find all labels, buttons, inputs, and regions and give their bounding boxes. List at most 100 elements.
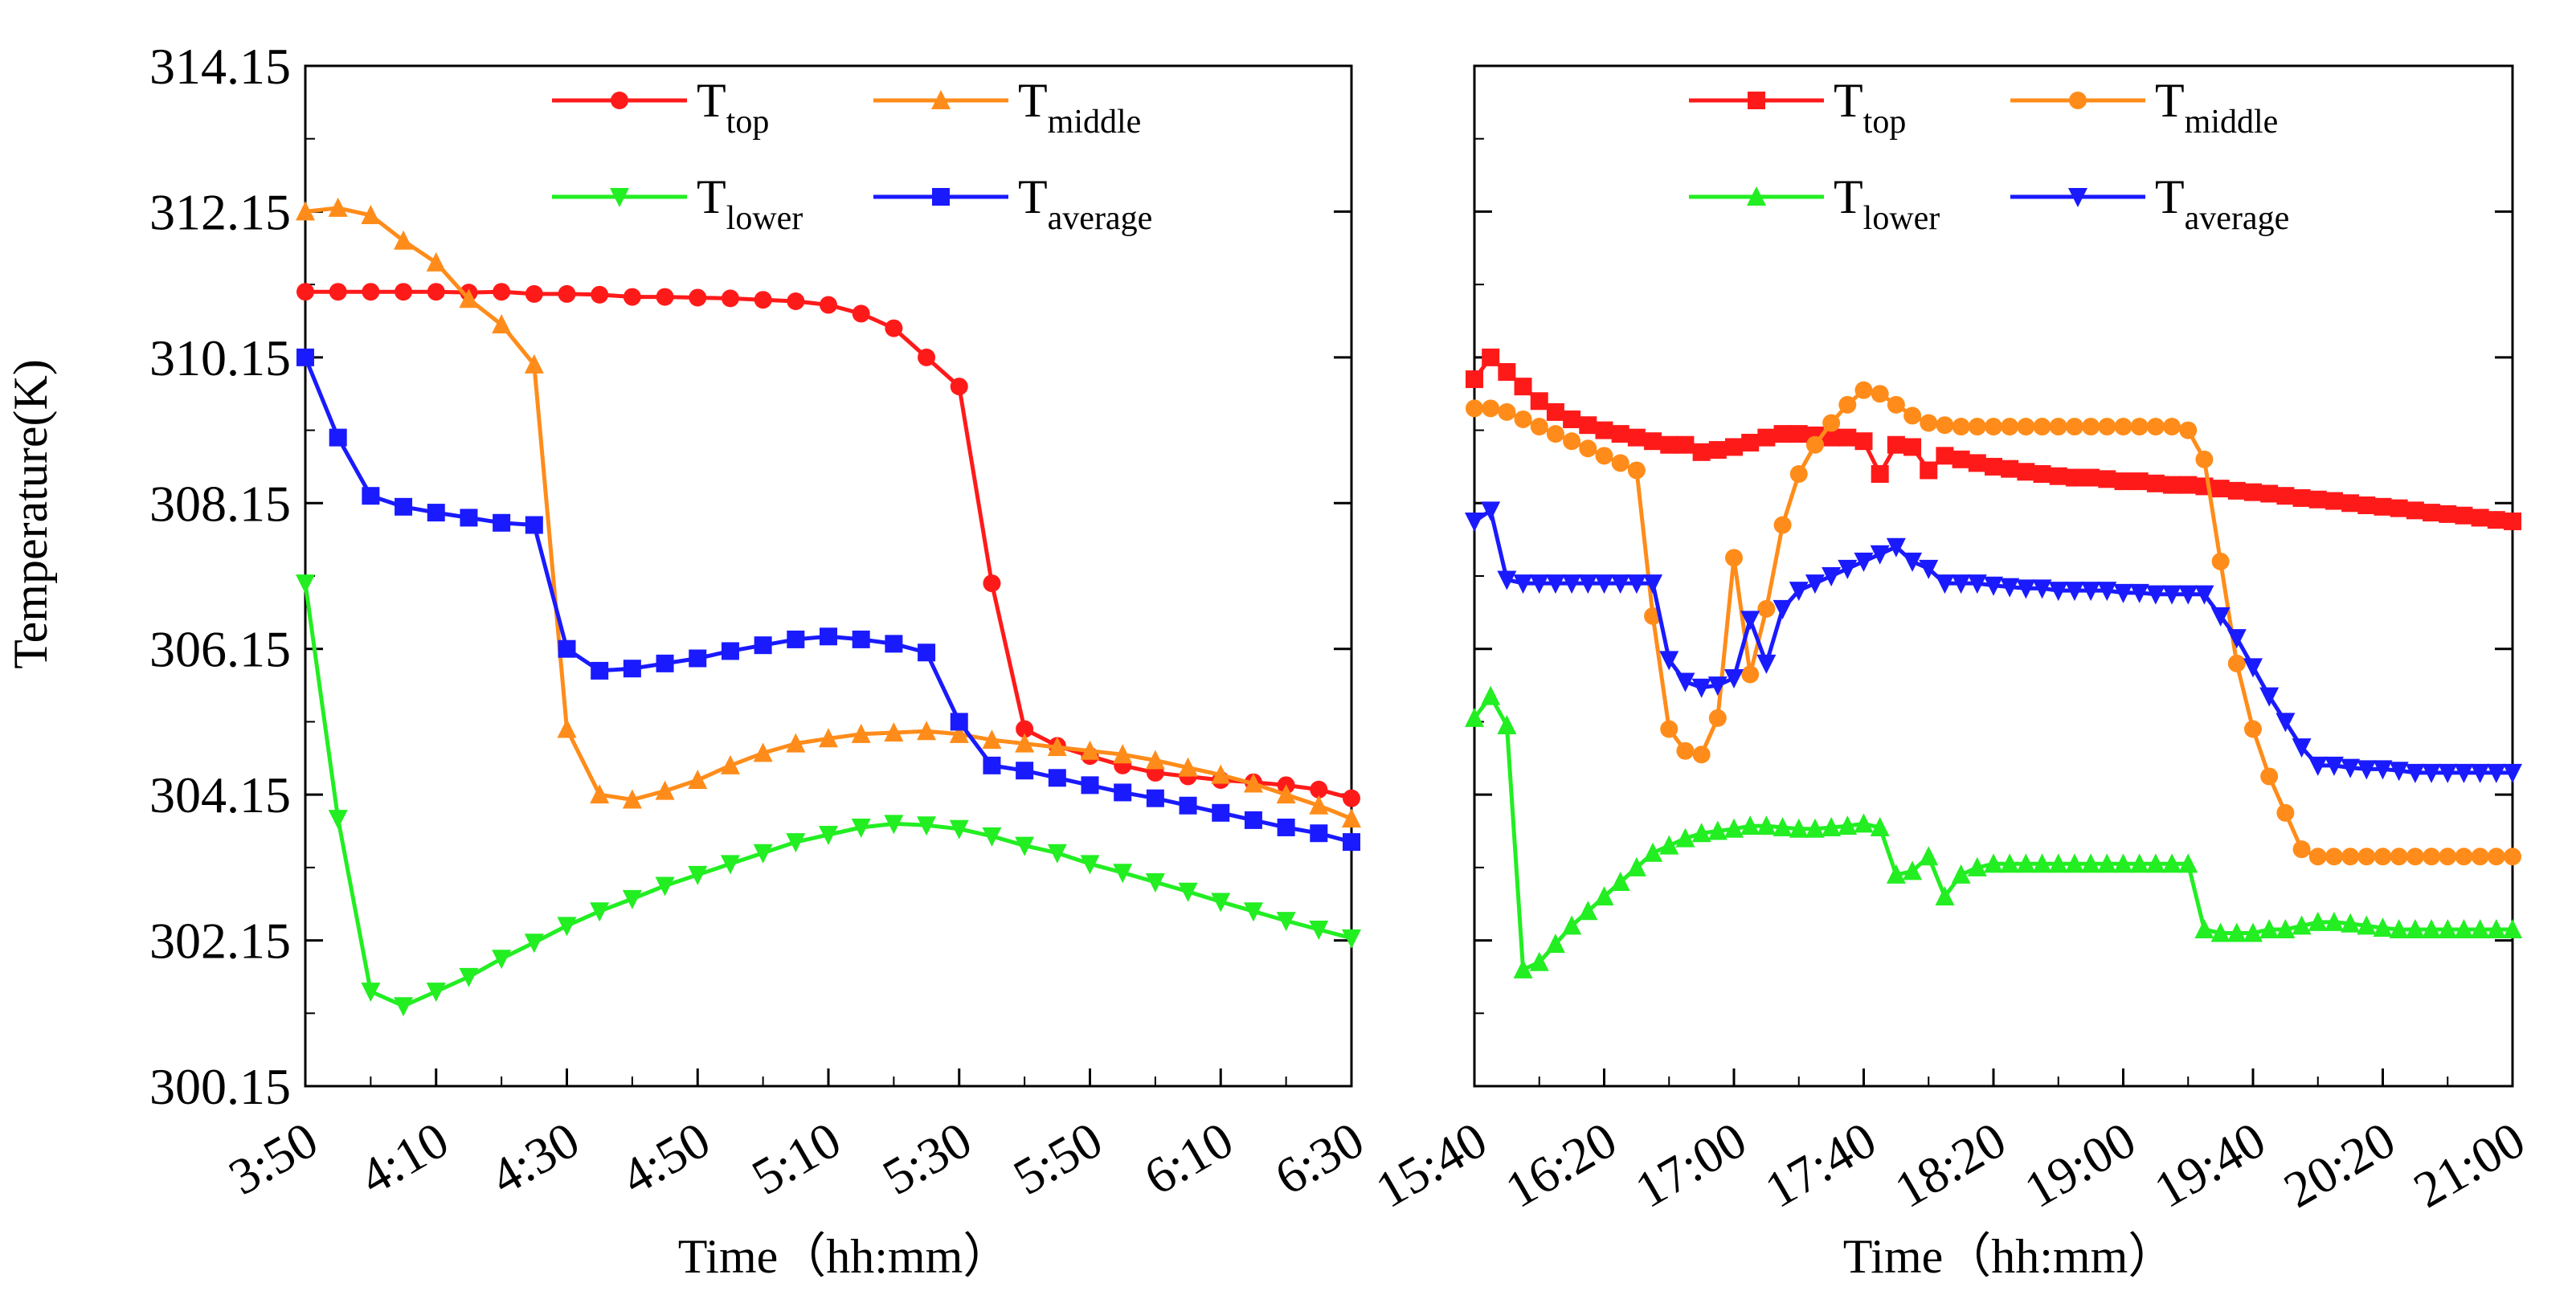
data-point	[2001, 418, 2019, 436]
data-point	[1343, 833, 1360, 852]
data-point	[1936, 416, 1954, 435]
data-point	[329, 283, 347, 301]
data-point	[2292, 840, 2311, 859]
data-point	[2390, 848, 2408, 866]
data-point	[525, 284, 543, 303]
data-point	[656, 654, 674, 672]
data-point	[1498, 363, 1516, 381]
data-point	[1211, 893, 1231, 913]
data-point	[1676, 742, 1695, 760]
data-point	[1871, 385, 1889, 403]
data-point	[1886, 864, 1906, 884]
data-point	[1595, 447, 1613, 465]
data-point	[1805, 818, 1825, 838]
series-average	[296, 348, 1360, 852]
data-point	[1211, 764, 1231, 784]
data-point	[493, 283, 511, 301]
data-point	[1935, 574, 1955, 594]
data-point	[1578, 574, 1598, 594]
legend-item-middle: Tmiddle	[873, 74, 1141, 141]
data-point	[2163, 418, 2181, 436]
data-point	[558, 639, 576, 658]
data-point	[1967, 856, 1987, 876]
data-point	[394, 230, 414, 250]
data-point	[753, 844, 773, 864]
data-point	[1179, 796, 1197, 815]
data-point	[819, 728, 838, 748]
legend-label: Ttop	[697, 74, 769, 141]
data-point	[2260, 767, 2279, 786]
data-point	[1080, 855, 1100, 875]
data-point	[655, 780, 675, 800]
data-point	[1610, 872, 1630, 891]
data-point	[1985, 418, 2002, 436]
data-point	[1887, 435, 1905, 454]
data-point	[1724, 818, 1744, 838]
data-point	[1675, 827, 1695, 848]
data-point	[1513, 958, 1533, 978]
data-point	[1660, 720, 1678, 738]
data-point	[1015, 836, 1035, 856]
data-point	[1740, 815, 1760, 835]
data-point	[1243, 773, 1263, 793]
data-point	[361, 204, 381, 224]
legend-marker	[931, 90, 951, 109]
data-point	[1789, 465, 1808, 483]
data-point	[328, 197, 348, 217]
data-point	[1789, 582, 1809, 602]
data-point	[1466, 399, 1483, 418]
data-point	[1951, 864, 1971, 884]
data-point	[493, 513, 511, 532]
data-point	[820, 296, 837, 314]
data-point	[459, 967, 479, 987]
data-point	[2439, 848, 2457, 866]
data-point	[2210, 607, 2230, 627]
data-point	[2048, 853, 2068, 873]
data-point	[2422, 763, 2442, 783]
series-middle	[296, 197, 1361, 828]
data-point	[1984, 576, 2003, 596]
data-point	[2308, 911, 2328, 931]
data-point	[721, 642, 739, 660]
data-point	[1276, 912, 1296, 932]
data-point	[1920, 414, 1938, 432]
data-point	[623, 660, 641, 678]
data-point	[1545, 574, 1565, 594]
data-point	[329, 428, 347, 447]
data-point	[2357, 915, 2377, 935]
data-point	[1741, 665, 1760, 684]
data-point	[2406, 501, 2424, 520]
data-point	[2016, 853, 2036, 873]
data-point	[1244, 811, 1262, 829]
data-point	[426, 251, 446, 272]
data-point	[884, 722, 904, 742]
data-point	[1725, 438, 1743, 456]
data-point	[1838, 428, 1857, 447]
data-point	[2341, 848, 2360, 866]
data-point	[591, 661, 609, 680]
data-point	[1562, 915, 1582, 935]
y-tick-label: 310.15	[149, 329, 291, 386]
data-point	[1594, 574, 1614, 594]
data-point	[2194, 918, 2214, 938]
data-point	[2373, 760, 2393, 780]
data-point	[296, 283, 314, 301]
data-point	[720, 754, 740, 774]
series-middle	[1466, 381, 2521, 866]
data-point	[1919, 559, 1939, 579]
data-point	[884, 815, 904, 835]
data-point	[1080, 740, 1100, 760]
data-point	[1563, 432, 1581, 451]
data-point	[2504, 512, 2521, 530]
data-point	[1903, 860, 1923, 880]
data-point	[949, 723, 969, 743]
data-point	[2162, 853, 2182, 873]
data-point	[426, 983, 446, 1003]
data-point	[1498, 402, 1516, 421]
data-point	[2098, 418, 2116, 436]
data-point	[1113, 744, 1133, 764]
data-point	[557, 718, 577, 738]
data-point	[2276, 487, 2295, 505]
data-point	[2308, 490, 2327, 509]
